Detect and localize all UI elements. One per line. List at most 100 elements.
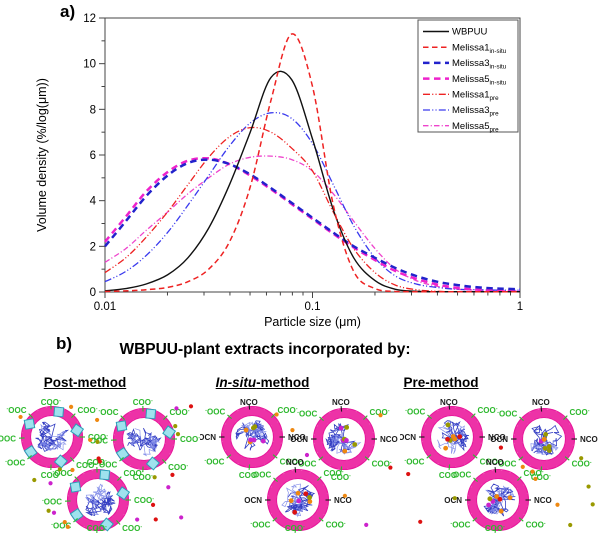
y-tick-label: 2 [90, 241, 96, 253]
extract-dot-inside [303, 491, 309, 497]
nco-label: OCN [290, 435, 308, 444]
surfactant-square [145, 408, 157, 420]
panel-a-label: a) [60, 2, 76, 21]
nco-label: NCO [440, 398, 458, 407]
extract-dot-inside [487, 496, 493, 502]
y-tick-label: 4 [90, 196, 97, 208]
extract-dot-inside [243, 427, 249, 433]
nco-label: NCO [580, 435, 598, 444]
surfactant-square [69, 481, 82, 493]
surfactant-square [23, 418, 36, 430]
extract-dot-outside [388, 465, 393, 470]
coo-label: -OOC [451, 471, 471, 480]
coo-label: COO- [168, 463, 188, 472]
coo-label: COO- [88, 433, 108, 442]
legend-label: Melissa3pre [452, 105, 499, 118]
legend-entry: Melissa1pre [423, 90, 499, 103]
extract-dot-outside [304, 452, 310, 458]
surfactant-square [69, 507, 84, 522]
legend-entry: Melissa1in-situ [423, 42, 507, 55]
polymer-core [285, 485, 316, 513]
extract-dot-inside [352, 442, 358, 447]
cluster-post-method: COO-COO-COO-COO-COO--OOC-OOC-OOCCOO-COO-… [0, 398, 200, 533]
coo-label: -OOC [251, 471, 271, 480]
surfactant-square [53, 406, 65, 418]
coo-label: -OOC [450, 520, 470, 529]
extract-dot-inside [457, 434, 463, 440]
extract-dot-inside [288, 498, 294, 504]
extract-dot-outside [174, 406, 179, 411]
legend: WBPUU Melissa1in-situ Melissa3in-situ Melis… [417, 19, 519, 134]
panel-b-title: WBPUU-plant extracts incorporated by: [119, 341, 411, 358]
particle-ring [21, 406, 83, 468]
extract-dot-outside [95, 439, 100, 444]
coo-label: -OOC [52, 469, 72, 478]
legend-label: Melissa1in-situ [452, 42, 507, 55]
extract-dot-outside [342, 493, 347, 498]
coo-label: COO- [180, 435, 200, 444]
y-tick-label: 6 [90, 150, 96, 162]
cluster-insitu-method: NCOCOO-NCOCOO-COO--OOCOCN-OOCNCOCOO-NCOC… [200, 398, 398, 533]
coo-label: COO- [239, 471, 259, 480]
coo-label: -OOC [297, 410, 317, 419]
y-axis-label: Volume density (%/log(μm)) [35, 78, 49, 232]
coo-label: -OOC [404, 457, 424, 466]
extract-dot-outside [290, 428, 295, 433]
nco-label: NCO [286, 458, 304, 467]
extract-dot-outside [590, 502, 595, 507]
x-tick-label: 0.01 [94, 301, 116, 313]
extract-dot-inside [443, 445, 449, 451]
coo-label: COO- [326, 520, 346, 529]
extract-dot-outside [51, 510, 57, 515]
series-line-Melissa1-in-situ [104, 33, 520, 293]
extract-dot-inside [307, 499, 313, 504]
nco-label: NCO [532, 398, 550, 407]
polymer-core [531, 424, 563, 456]
extract-dot-inside [342, 448, 348, 454]
particle-ring [421, 406, 483, 468]
series-line-Melissa3-in-situ [104, 158, 521, 291]
coo-label: COO- [133, 473, 153, 482]
surfactant-square [115, 420, 128, 432]
coo-label: COO- [477, 406, 497, 415]
extract-dot-outside [555, 502, 560, 507]
particle-ring [221, 406, 283, 468]
extract-dot-inside [486, 502, 492, 508]
surfactant-square [99, 517, 114, 532]
extract-dot-inside [497, 496, 503, 502]
method-label-pre-text: Pre-method [403, 375, 479, 390]
legend-entry: Melissa5pre [423, 121, 499, 134]
extract-dot-inside [250, 425, 256, 431]
nco-label: OCN [200, 433, 216, 442]
extract-dot-outside [579, 456, 584, 461]
extract-dot-inside [260, 438, 266, 444]
legend-entry: Melissa5in-situ [423, 74, 507, 86]
extract-dot-outside [364, 522, 369, 527]
surfactant-square [99, 469, 111, 481]
surfactant-square [116, 486, 131, 501]
legend-label: Melissa1pre [452, 90, 499, 103]
coo-label: COO- [122, 524, 142, 533]
nco-label: OCN [244, 496, 262, 505]
y-axis: 0 2 4 6 8 10 12 [83, 13, 105, 299]
extract-dot-outside [70, 467, 75, 473]
coo-label: COO- [369, 408, 389, 417]
legend-label: Melissa5pre [452, 121, 499, 134]
coo-label: -OOC [497, 410, 517, 419]
coo-label: COO- [323, 469, 343, 478]
extract-dot-outside [18, 414, 23, 420]
extract-dot-outside [173, 423, 178, 429]
extract-dot-inside [546, 448, 552, 454]
extract-dot-outside [166, 485, 171, 490]
coo-label: COO- [372, 459, 392, 468]
method-label-pre: Pre-method [385, 375, 497, 390]
coo-label: COO- [77, 406, 97, 415]
coo-label: COO- [87, 458, 107, 467]
coo-label: -OOC [204, 457, 224, 466]
nco-label: NCO [534, 496, 552, 505]
